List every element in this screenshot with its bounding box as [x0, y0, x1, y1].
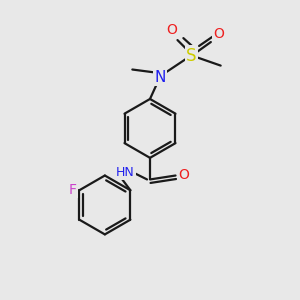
Text: O: O	[213, 27, 224, 41]
Text: F: F	[68, 183, 76, 197]
Text: O: O	[166, 23, 177, 37]
Text: S: S	[186, 47, 196, 65]
Text: N: N	[154, 70, 166, 85]
Text: O: O	[178, 167, 189, 182]
Text: HN: HN	[116, 166, 135, 179]
